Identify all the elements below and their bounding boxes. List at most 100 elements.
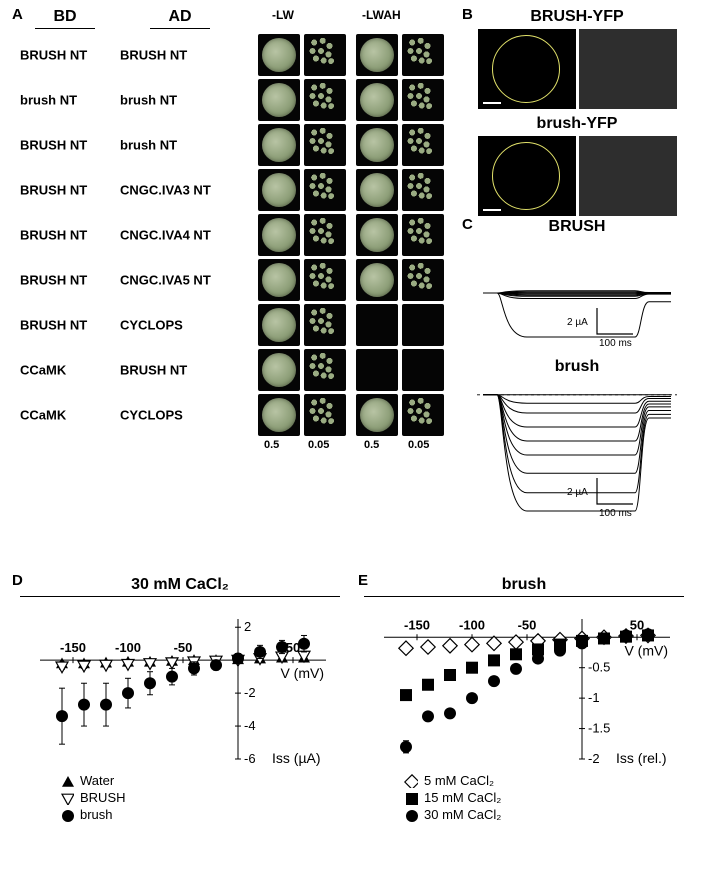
svg-text:2 µA: 2 µA — [567, 487, 588, 498]
bd-text: BRUSH NT — [20, 228, 110, 243]
panel-b: BRUSH-YFP brush-YFP — [472, 8, 682, 222]
micrograph-brush-yfp-bf — [579, 29, 677, 109]
spot — [402, 214, 444, 256]
spot — [258, 79, 300, 121]
spot — [304, 214, 346, 256]
spot — [258, 124, 300, 166]
svg-text:Iss (rel.): Iss (rel.) — [616, 750, 667, 766]
panel-d: 30 mM CaCl₂ -150-100-50502-2-4-6V (mV)Is… — [20, 576, 340, 824]
micrograph-brush-yfp-fluor — [478, 29, 576, 109]
spot — [356, 34, 398, 76]
bd-text: BRUSH NT — [20, 48, 110, 63]
legend-label: Water — [80, 773, 114, 788]
svg-text:Iss (µA): Iss (µA) — [272, 750, 321, 766]
spot-group — [356, 79, 444, 121]
spot — [402, 349, 444, 391]
spot — [402, 124, 444, 166]
dil-05-lw: 0.5 — [264, 439, 279, 451]
svg-text:-1: -1 — [588, 690, 600, 705]
iv-plot-e: -150-100-5050-0.5-1-1.5-2V (mV)Iss (rel.… — [364, 599, 684, 769]
spot — [356, 349, 398, 391]
svg-text:-100: -100 — [115, 640, 141, 655]
legend-e: 5 mM CaCl₂ 15 mM CaCl₂ 30 mM CaCl₂ — [364, 773, 684, 822]
svg-text:-150: -150 — [60, 640, 86, 655]
svg-text:2: 2 — [244, 619, 251, 634]
spot — [258, 214, 300, 256]
spot — [356, 169, 398, 211]
spot — [356, 304, 398, 346]
spot — [402, 169, 444, 211]
ad-text: CYCLOPS — [120, 408, 250, 423]
micrograph-brushmut-yfp-bf — [579, 136, 677, 216]
e-title: brush — [364, 576, 684, 597]
legend-label: 5 mM CaCl₂ — [424, 773, 494, 788]
y2h-row: brush NTbrush NT — [20, 79, 450, 121]
svg-text:-1.5: -1.5 — [588, 721, 610, 736]
spot-group — [258, 304, 346, 346]
spot — [356, 79, 398, 121]
y2h-row: BRUSH NTCNGC.IVA3 NT — [20, 169, 450, 211]
bd-text: BRUSH NT — [20, 318, 110, 333]
iv-plot-d: -150-100-50502-2-4-6V (mV)Iss (µA) — [20, 599, 340, 769]
spot — [258, 394, 300, 436]
legend-item: Water — [60, 773, 340, 788]
dil-005-lw: 0.05 — [308, 439, 329, 451]
y2h-row: BRUSH NTCNGC.IVA4 NT — [20, 214, 450, 256]
spot-group — [258, 34, 346, 76]
svg-text:2 µA: 2 µA — [567, 317, 588, 328]
ad-header: AD — [150, 8, 210, 29]
svg-text:-100: -100 — [459, 617, 485, 632]
spot-group — [258, 79, 346, 121]
y2h-row: BRUSH NTCNGC.IVA5 NT — [20, 259, 450, 301]
svg-text:-2: -2 — [244, 685, 256, 700]
svg-text:100 ms: 100 ms — [599, 508, 632, 518]
current-trace-brushmut: 2 µA 100 ms — [477, 378, 677, 518]
y2h-row: BRUSH NT CYCLOPS — [20, 304, 450, 346]
bd-text: BRUSH NT — [20, 183, 110, 198]
legend-label: 15 mM CaCl₂ — [424, 790, 501, 805]
ad-text: CYCLOPS — [120, 318, 250, 333]
spot — [304, 124, 346, 166]
ad-text: BRUSH NT — [120, 363, 250, 378]
dil-005-lwah: 0.05 — [408, 439, 429, 451]
spot — [258, 304, 300, 346]
spot-group — [258, 394, 346, 436]
spot — [402, 394, 444, 436]
spot — [356, 259, 398, 301]
svg-text:-50: -50 — [518, 617, 537, 632]
bd-text: CCaMK — [20, 408, 110, 423]
ad-text: brush NT — [120, 138, 250, 153]
bd-text: BRUSH NT — [20, 138, 110, 153]
spot-group — [356, 304, 444, 346]
spot — [304, 394, 346, 436]
spot-group — [356, 259, 444, 301]
legend-item: 30 mM CaCl₂ — [404, 807, 684, 822]
spot — [258, 259, 300, 301]
spot — [258, 169, 300, 211]
panel-e: brush -150-100-5050-0.5-1-1.5-2V (mV)Iss… — [364, 576, 684, 824]
spot — [356, 124, 398, 166]
spot-group — [356, 34, 444, 76]
spot — [304, 349, 346, 391]
spot-group — [356, 349, 444, 391]
y2h-row: BRUSH NT brush NT — [20, 124, 450, 166]
c-title-2: brush — [472, 358, 682, 376]
svg-text:-0.5: -0.5 — [588, 660, 610, 675]
legend-item: BRUSH — [60, 790, 340, 805]
svg-text:-2: -2 — [588, 751, 600, 766]
spot — [304, 304, 346, 346]
spot-group — [258, 259, 346, 301]
bd-text: CCaMK — [20, 363, 110, 378]
svg-text:100 ms: 100 ms — [599, 338, 632, 348]
spot — [258, 349, 300, 391]
legend-label: brush — [80, 807, 113, 822]
spot — [304, 79, 346, 121]
spot — [304, 169, 346, 211]
lw-header: -LW — [272, 8, 294, 22]
svg-text:V (mV): V (mV) — [280, 665, 324, 681]
panel-c: BRUSH 2 µA100 ms brush 2 µA100 ms — [472, 218, 682, 528]
svg-text:-6: -6 — [244, 751, 256, 766]
legend-d: Water BRUSH brush — [20, 773, 340, 822]
spot — [356, 394, 398, 436]
spot-group — [258, 349, 346, 391]
